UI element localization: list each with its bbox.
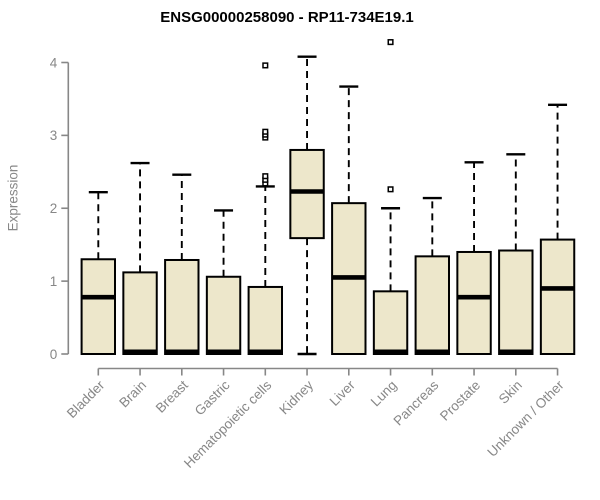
box-pancreas: [414, 255, 451, 355]
y-tick-label-3: 3: [50, 128, 58, 143]
box-hematopoietic-cells: [247, 285, 284, 355]
y-tick-label-4: 4: [50, 55, 58, 70]
y-tick-label-2: 2: [50, 201, 58, 216]
x-category-label: Prostate: [437, 378, 483, 424]
outlier-hematopoietic-cells: [262, 173, 269, 180]
x-category-label: Gastric: [192, 377, 233, 418]
y-tick-label-0: 0: [50, 347, 58, 362]
chart-title: ENSG00000258090 - RP11-734E19.1: [160, 9, 414, 26]
outlier-hematopoietic-cells: [262, 62, 269, 69]
x-category-label: Brain: [116, 378, 149, 411]
box-kidney: [289, 148, 325, 240]
outlier-lung: [387, 186, 394, 193]
outlier-hematopoietic-cells: [262, 128, 269, 135]
box-brain: [122, 271, 158, 356]
box-bladder: [80, 258, 116, 356]
y-axis-title: Expression: [5, 164, 21, 232]
x-category-label: Pancreas: [390, 377, 441, 428]
x-category-label: Lung: [368, 378, 400, 410]
x-category-label: Skin: [496, 378, 525, 407]
box-lung: [372, 290, 409, 356]
box-skin: [498, 249, 534, 355]
outlier-lung: [387, 39, 394, 46]
box-unknown-other: [539, 238, 576, 355]
y-tick-label-1: 1: [50, 274, 58, 289]
x-category-label: Liver: [327, 377, 359, 409]
x-category-label: Kidney: [276, 377, 316, 417]
box-breast: [164, 258, 200, 355]
box-prostate: [456, 250, 492, 356]
x-category-label: Bladder: [64, 377, 108, 421]
x-category-label: Unknown / Other: [484, 377, 567, 460]
x-category-label: Breast: [153, 377, 191, 415]
box-gastric: [205, 275, 242, 355]
